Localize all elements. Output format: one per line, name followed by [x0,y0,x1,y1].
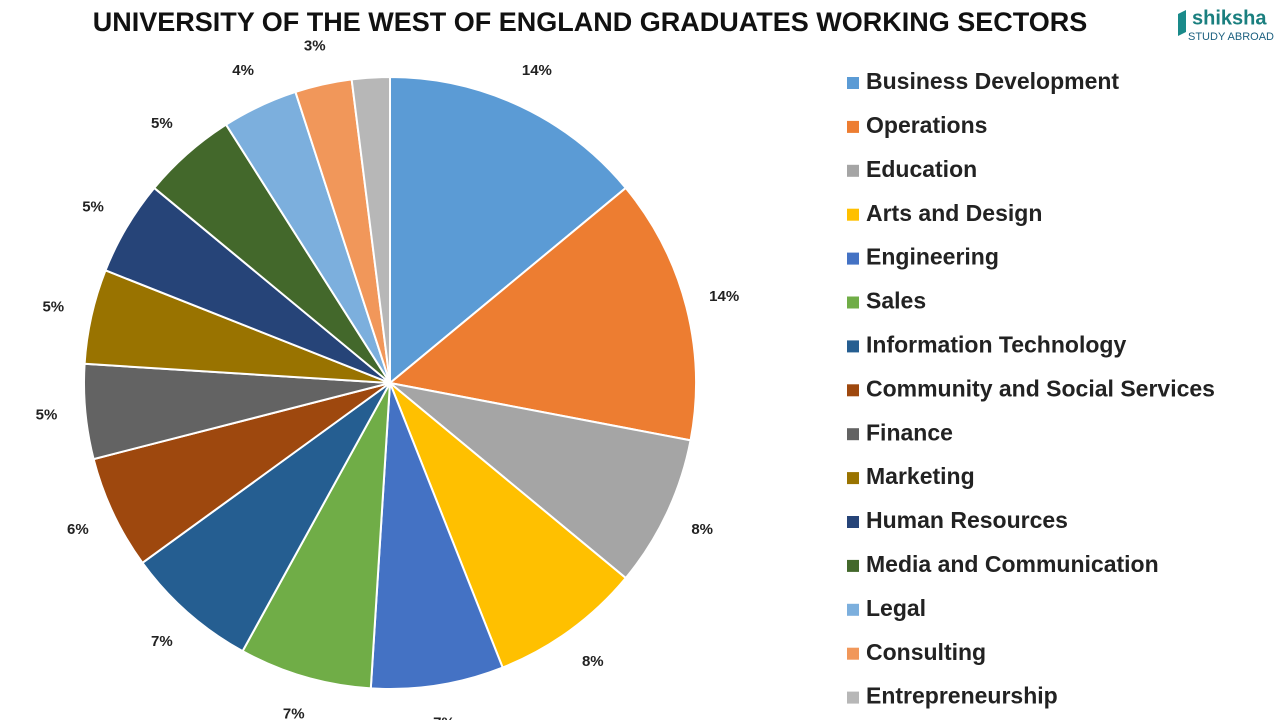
legend-label: Legal [866,595,926,621]
legend-label: Engineering [866,244,999,270]
legend-swatch [847,77,859,89]
data-label: 7% [283,705,305,720]
data-label: 5% [42,299,64,316]
data-label: 3% [304,37,326,54]
legend-label: Marketing [866,463,975,489]
data-label: 4% [232,62,254,79]
legend-label: Operations [866,112,987,138]
legend-label: Education [866,156,977,182]
legend-label: Business Development [866,68,1119,94]
logo-name: shiksha [1192,7,1267,29]
legend-label: Information Technology [866,331,1126,357]
legend-swatch [847,252,859,265]
legend-swatch [847,603,859,616]
legend-swatch [847,647,859,660]
pie-slice [241,382,391,690]
legend-label: Human Resources [866,507,1068,533]
legend-swatch [847,516,859,528]
legend-swatch [847,340,859,353]
data-label: 6% [67,521,89,538]
legend-swatch [847,472,859,485]
legend-label: Consulting [866,639,986,665]
pie-slice [350,75,391,384]
pie-slice [389,75,628,386]
legend-label: Sales [866,288,926,314]
logo-icon [1178,10,1186,36]
data-label: 5% [151,115,173,132]
pie-slice [369,382,504,690]
legend-label: Community and Social Services [866,375,1215,401]
legend-swatch [847,164,859,177]
pie-slice [387,186,697,442]
data-label: 14% [709,288,739,305]
data-label: 7% [151,633,173,650]
legend-label: Entrepreneurship [866,683,1058,709]
legend-label: Finance [866,419,953,445]
data-label: 8% [582,653,604,670]
legend-swatch [847,384,859,397]
legend-label: Media and Communication [866,551,1159,577]
data-label: 5% [36,406,58,423]
legend-swatch [847,120,859,133]
legend-swatch [847,296,859,309]
data-label: 14% [522,62,552,79]
logo-tagline: STUDY ABROAD [1188,31,1274,43]
data-label: 8% [691,521,713,538]
pie-slice [389,382,628,669]
legend-label: Arts and Design [866,200,1042,226]
legend-swatch [847,559,859,572]
data-label: 5% [82,198,104,215]
chart-title: UNIVERSITY OF THE WEST OF ENGLAND GRADUA… [93,7,1088,37]
legend-swatch [847,208,859,221]
legend-swatch [847,428,859,441]
data-label: 7% [433,715,455,720]
pie-slice [389,382,692,580]
legend-swatch [847,691,859,704]
pie-slice [141,382,391,653]
